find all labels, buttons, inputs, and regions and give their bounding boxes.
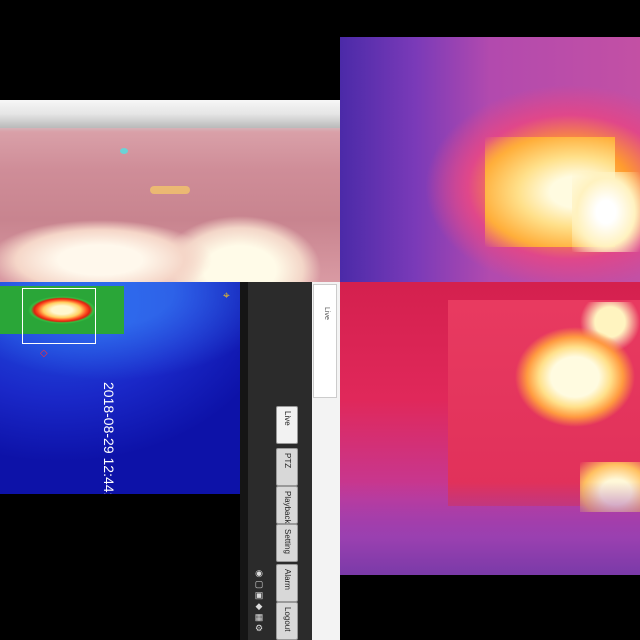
settings-icon[interactable]: ⚙: [254, 623, 264, 633]
address-bar[interactable]: Live: [313, 284, 337, 398]
nav-alarm-button[interactable]: Alarm: [276, 564, 298, 602]
hot-region-core: [572, 172, 640, 252]
warm-spot: [150, 186, 190, 194]
audio-icon[interactable]: ▣: [254, 590, 264, 600]
marker-dot: [120, 148, 128, 154]
nav-ptz-button[interactable]: PTZ: [276, 448, 298, 486]
toolbar-icons: ◉ ▢ ▣ ◆ ▦ ⚙: [252, 568, 266, 640]
ceiling-strip: [0, 100, 340, 128]
snapshot-icon[interactable]: ◉: [255, 568, 263, 578]
nav-playback-button[interactable]: Playback: [276, 486, 298, 524]
browser-tab-label[interactable]: Live: [323, 307, 330, 320]
crosshair-marker-icon: ◇: [40, 348, 48, 359]
zoom-icon[interactable]: ◆: [255, 601, 263, 611]
timestamp-overlay: 2018-08-29 12:44:43 Wed: [101, 382, 117, 494]
left-edge: [240, 282, 248, 640]
nav-logout-button[interactable]: Logout: [276, 602, 298, 640]
thermal-image-room: [0, 100, 340, 282]
thermal-image-machinery: [340, 37, 640, 282]
thermal-image-hot-object: [340, 282, 640, 575]
thermal-camera-view: ⌖ ◇ 2018-08-29 12:44:43 Wed: [0, 282, 240, 494]
measurement-box: [22, 288, 96, 344]
cool-region: [340, 482, 640, 575]
record-icon[interactable]: ▢: [254, 579, 264, 589]
nav-live-button[interactable]: Live: [276, 406, 298, 444]
hotspot-inset: [0, 286, 124, 334]
hot-region: [490, 302, 640, 442]
fullscreen-icon[interactable]: ▦: [254, 612, 264, 622]
hot-region: [0, 210, 340, 282]
browser-ui-strip: Live Live PTZ Playback Setting Alarm Log…: [240, 282, 340, 640]
crosshair-icon: ⌖: [223, 288, 230, 302]
nav-setting-button[interactable]: Setting: [276, 524, 298, 562]
